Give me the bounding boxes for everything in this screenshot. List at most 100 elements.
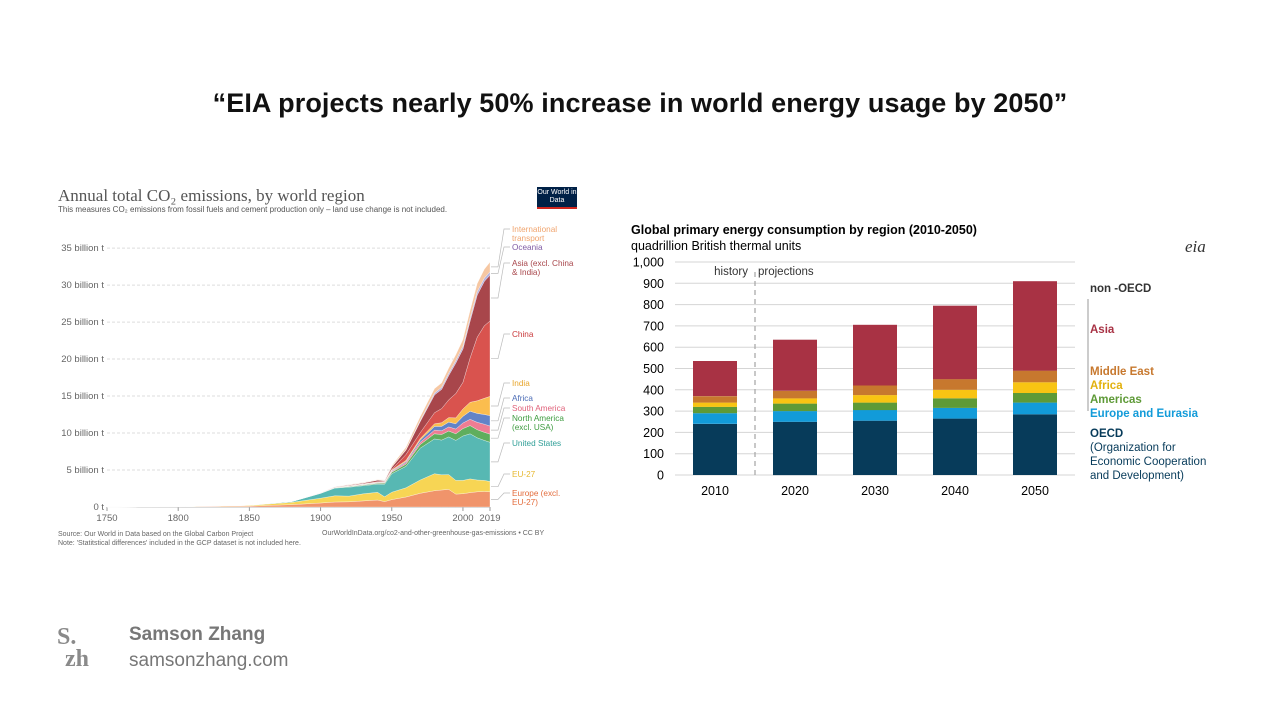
eia-legend-label: Economic Cooperation (1090, 456, 1206, 468)
eia-history-label: history (714, 266, 748, 278)
eia-bar-segment (853, 402, 897, 411)
eia-bar-segment (933, 305, 977, 380)
eia-x-tick-label: 2010 (701, 484, 729, 498)
eia-bar-chart: 0 100 200 300 400 500 600 700 800 900 1,000 history… (633, 256, 1207, 499)
owid-series-label: United States (512, 439, 561, 448)
owid-x-tick-label: 1750 (96, 513, 117, 524)
owid-y-tick-label: 15 billion t (61, 391, 104, 402)
owid-x-tick-label: 1850 (239, 513, 260, 524)
eia-non-oecd-label: non -OECD (1090, 283, 1151, 295)
eia-y-tick-label: 700 (643, 319, 664, 333)
owid-x-tick-label: 2019 (479, 513, 500, 524)
owid-note: Note: 'Statitstical differences' include… (58, 540, 301, 547)
eia-bar-segment (773, 403, 817, 412)
eia-legend-label: OECD (1090, 428, 1123, 440)
eia-bar-segment (773, 398, 817, 404)
owid-x-tick-label: 1950 (381, 513, 402, 524)
eia-bar-segment (693, 406, 737, 414)
owid-x-tick-label: 1900 (310, 513, 331, 524)
eia-bar-segment (1013, 370, 1057, 383)
eia-y-tick-label: 200 (643, 426, 664, 440)
owid-series-label: International transport (512, 225, 557, 243)
eia-y-tick-label: 800 (643, 298, 664, 312)
owid-series-label-line: Oceania (512, 243, 543, 252)
eia-bar-segment (1013, 414, 1057, 475)
owid-logo[interactable]: Our World in Data (537, 187, 577, 209)
eia-bar-segment (693, 396, 737, 403)
owid-series-label-line: North America (512, 414, 564, 423)
owid-label-connector (491, 417, 510, 439)
owid-label-connector (491, 492, 510, 500)
eia-bar-segment (773, 411, 817, 422)
eia-y-tick-label: 100 (643, 447, 664, 461)
eia-chart-title: Global primary energy consumption by reg… (631, 223, 977, 237)
eia-bar-segment (933, 398, 977, 408)
owid-series-label: India (512, 379, 530, 388)
eia-bar-segment (1013, 393, 1057, 403)
owid-y-tick-label: 25 billion t (61, 317, 104, 328)
owid-series-label: Oceania (512, 243, 543, 252)
owid-series-label: Africa (512, 394, 533, 403)
owid-series-label-line: South America (512, 404, 566, 413)
owid-source: Source: Our World in Data based on the G… (58, 531, 254, 538)
eia-bar-segment (773, 390, 817, 399)
owid-source-url[interactable]: OurWorldInData.org/co2-and-other-greenho… (322, 530, 545, 537)
eia-x-tick-label: 2040 (941, 484, 969, 498)
eia-x-tick-label: 2020 (781, 484, 809, 498)
eia-y-tick-label: 500 (643, 362, 664, 376)
eia-bar-segment (1013, 382, 1057, 393)
eia-legend-label: Europe and Eurasia (1090, 408, 1199, 420)
eia-bar-segment (853, 324, 897, 386)
author-logo-line2: zh (65, 646, 89, 672)
owid-source-note: Source: Our World in Data based on the G… (58, 530, 301, 548)
owid-y-tick-label: 0 t (93, 502, 104, 513)
eia-bar-segment (1013, 281, 1057, 371)
eia-x-tick-label: 2030 (861, 484, 889, 498)
eia-bar-segment (1013, 402, 1057, 415)
owid-y-tick-label: 5 billion t (67, 465, 105, 476)
owid-label-connector (491, 442, 510, 463)
owid-series-label: China (512, 330, 534, 339)
eia-bar-segment (693, 402, 737, 407)
eia-bar-segment (773, 421, 817, 476)
eia-y-tick-label: 1,000 (633, 256, 664, 270)
eia-bar-segment (773, 339, 817, 391)
owid-chart-panel: 0 t 5 billion t 10 billion t 15 billion t 20… (50, 180, 590, 560)
eia-y-tick-label: 900 (643, 277, 664, 291)
owid-series-label-line: transport (512, 234, 545, 243)
owid-series-label: Europe (excl. EU-27) (512, 489, 560, 507)
eia-logo: eia (1185, 237, 1206, 256)
owid-y-tick-label: 30 billion t (61, 280, 104, 291)
owid-y-tick-label: 20 billion t (61, 354, 104, 365)
eia-legend-label: Asia (1090, 324, 1115, 336)
eia-bar-segment (693, 413, 737, 424)
eia-x-tick-label: 2050 (1021, 484, 1049, 498)
eia-bar-segment (933, 407, 977, 419)
eia-y-tick-label: 600 (643, 341, 664, 355)
owid-series-label-line: Africa (512, 394, 533, 403)
owid-series-label-line: China (512, 330, 534, 339)
owid-series-label-line: Asia (excl. China (512, 259, 574, 268)
owid-series-label-line: Europe (excl. (512, 489, 560, 498)
owid-series-label-line: EU-27 (512, 470, 536, 479)
owid-label-connector (491, 228, 510, 268)
author-logo: S. zh (57, 625, 89, 672)
owid-label-connector (491, 382, 510, 407)
owid-y-tick-label: 35 billion t (61, 243, 104, 254)
owid-series-label: Asia (excl. China & India) (512, 259, 574, 277)
author-website[interactable]: samsonzhang.com (129, 650, 289, 671)
owid-series-label-line: & India) (512, 268, 540, 277)
owid-label-connector (491, 473, 510, 488)
owid-series-label: North America (excl. USA) (512, 414, 564, 432)
eia-legend-label: (Organization for (1090, 442, 1176, 454)
eia-bar-segment (693, 361, 737, 397)
owid-series-label-line: International (512, 225, 557, 234)
slide-title: “EIA projects nearly 50% increase in wor… (212, 88, 1068, 118)
owid-label-connector (491, 407, 510, 431)
eia-bar-segment (693, 423, 737, 475)
owid-label-connector (491, 333, 510, 360)
eia-bar-segment (933, 389, 977, 399)
author-name: Samson Zhang (129, 624, 266, 645)
eia-bar-segment (853, 385, 897, 396)
owid-series-label-line: EU-27) (512, 498, 538, 507)
